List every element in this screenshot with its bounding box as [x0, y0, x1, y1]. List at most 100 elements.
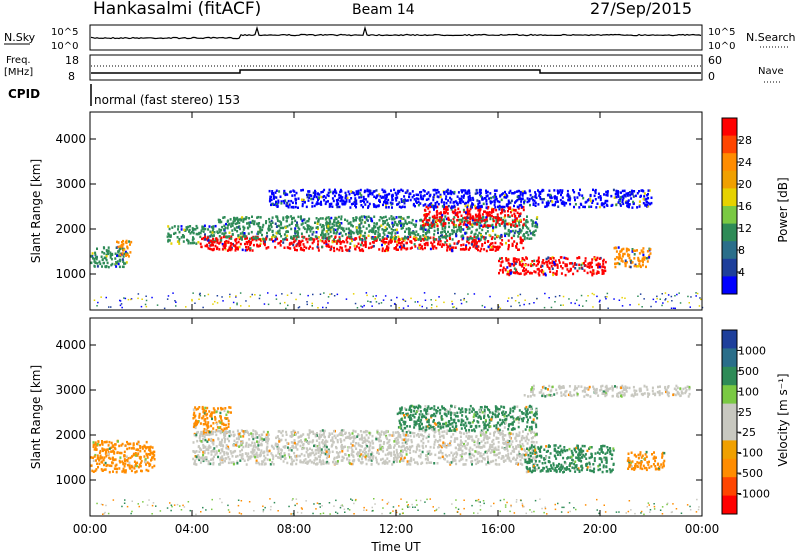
scatter-cell	[207, 425, 210, 428]
nave-label: Nave	[758, 66, 784, 77]
scatter-cell	[586, 265, 589, 268]
scatter-cell	[484, 197, 487, 200]
scatter-cell	[338, 205, 341, 209]
scatter-cell	[386, 227, 388, 231]
scatter-cell	[119, 300, 122, 302]
scatter-cell	[192, 413, 195, 417]
scatter-cell	[329, 220, 332, 223]
scatter-cell	[462, 243, 465, 246]
scatter-cell	[621, 296, 623, 299]
scatter-cell	[275, 203, 278, 207]
scatter-cell	[105, 440, 108, 444]
cpid-label: CPID	[8, 87, 40, 101]
scatter-cell	[218, 441, 221, 444]
scatter-cell	[311, 201, 314, 205]
scatter-cell	[204, 422, 207, 426]
scatter-cell	[643, 258, 646, 261]
scatter-cell	[402, 459, 405, 463]
scatter-cell	[565, 202, 568, 205]
scatter-cell	[400, 206, 403, 209]
scatter-cell	[498, 208, 501, 211]
scatter-cell	[95, 256, 98, 259]
scatter-cell	[486, 230, 489, 233]
scatter-cell	[228, 434, 231, 438]
scatter-cell	[133, 460, 136, 463]
scatter-cell	[325, 456, 328, 460]
scatter-cell	[445, 243, 448, 246]
scatter-cell	[369, 229, 372, 232]
scatter-cell	[536, 268, 539, 271]
scatter-cell	[578, 304, 580, 307]
scatter-cell	[679, 302, 682, 304]
scatter-cell	[527, 438, 530, 442]
scatter-cell	[295, 298, 297, 301]
scatter-cell	[286, 238, 289, 241]
scatter-cell	[511, 297, 513, 299]
scatter-cell	[542, 189, 545, 192]
scatter-cell	[443, 201, 446, 204]
scatter-cell	[375, 195, 378, 199]
scatter-cell	[380, 433, 383, 436]
scatter-cell	[620, 257, 623, 261]
scatter-cell	[225, 444, 228, 447]
scatter-cell	[432, 222, 435, 226]
scatter-cell	[627, 203, 630, 206]
scatter-cell	[302, 243, 305, 246]
scatter-cell	[579, 202, 582, 206]
scatter-cell	[690, 296, 692, 298]
scatter-cell	[277, 242, 280, 245]
scatter-cell	[591, 265, 593, 269]
scatter-cell	[293, 240, 296, 243]
scatter-cell	[466, 443, 469, 447]
scatter-cell	[195, 419, 197, 422]
scatter-cell	[647, 196, 650, 200]
scatter-cell	[627, 254, 630, 258]
scatter-cell	[541, 264, 544, 268]
scatter-cell	[317, 227, 319, 231]
scatter-cell	[638, 205, 641, 208]
scatter-cell	[519, 263, 522, 267]
scatter-cell	[297, 226, 300, 229]
scatter-cell	[566, 189, 569, 193]
scatter-cell	[340, 240, 343, 244]
scatter-cell	[439, 211, 442, 214]
scatter-cell	[292, 235, 295, 238]
scatter-cell	[419, 433, 422, 436]
scatter-cell	[453, 216, 456, 219]
scatter-cell	[519, 214, 522, 218]
scatter-cell	[270, 223, 272, 227]
scatter-cell	[571, 262, 574, 265]
scatter-cell	[365, 218, 368, 221]
scatter-cell	[495, 248, 498, 251]
scatter-cell	[108, 306, 110, 308]
scatter-cell	[430, 452, 433, 456]
scatter-cell	[513, 220, 516, 223]
scatter-cell	[183, 235, 185, 239]
scatter-cell	[522, 223, 525, 226]
scatter-cell	[309, 459, 312, 462]
scatter-cell	[118, 265, 121, 269]
scatter-cell	[316, 226, 319, 229]
scatter-cell	[90, 464, 93, 467]
scatter-cell	[415, 230, 418, 233]
scatter-cell	[631, 192, 634, 196]
scatter-cell	[446, 246, 449, 249]
scatter-cell	[116, 260, 119, 263]
scatter-cell	[481, 244, 484, 247]
scatter-cell	[526, 257, 528, 260]
scatter-cell	[543, 262, 546, 265]
scatter-cell	[584, 205, 586, 209]
scatter-cell	[118, 467, 121, 470]
scatter-cell	[383, 237, 386, 240]
scatter-cell	[362, 430, 365, 434]
scatter-cell	[598, 263, 601, 266]
scatter-cell	[190, 230, 193, 234]
scatter-cell	[257, 230, 260, 234]
scatter-cell	[440, 231, 442, 234]
scatter-cell	[628, 205, 630, 209]
scatter-cell	[336, 293, 339, 296]
scatter-cell	[466, 219, 469, 223]
scatter-cell	[251, 215, 253, 218]
scatter-cell	[524, 264, 527, 267]
